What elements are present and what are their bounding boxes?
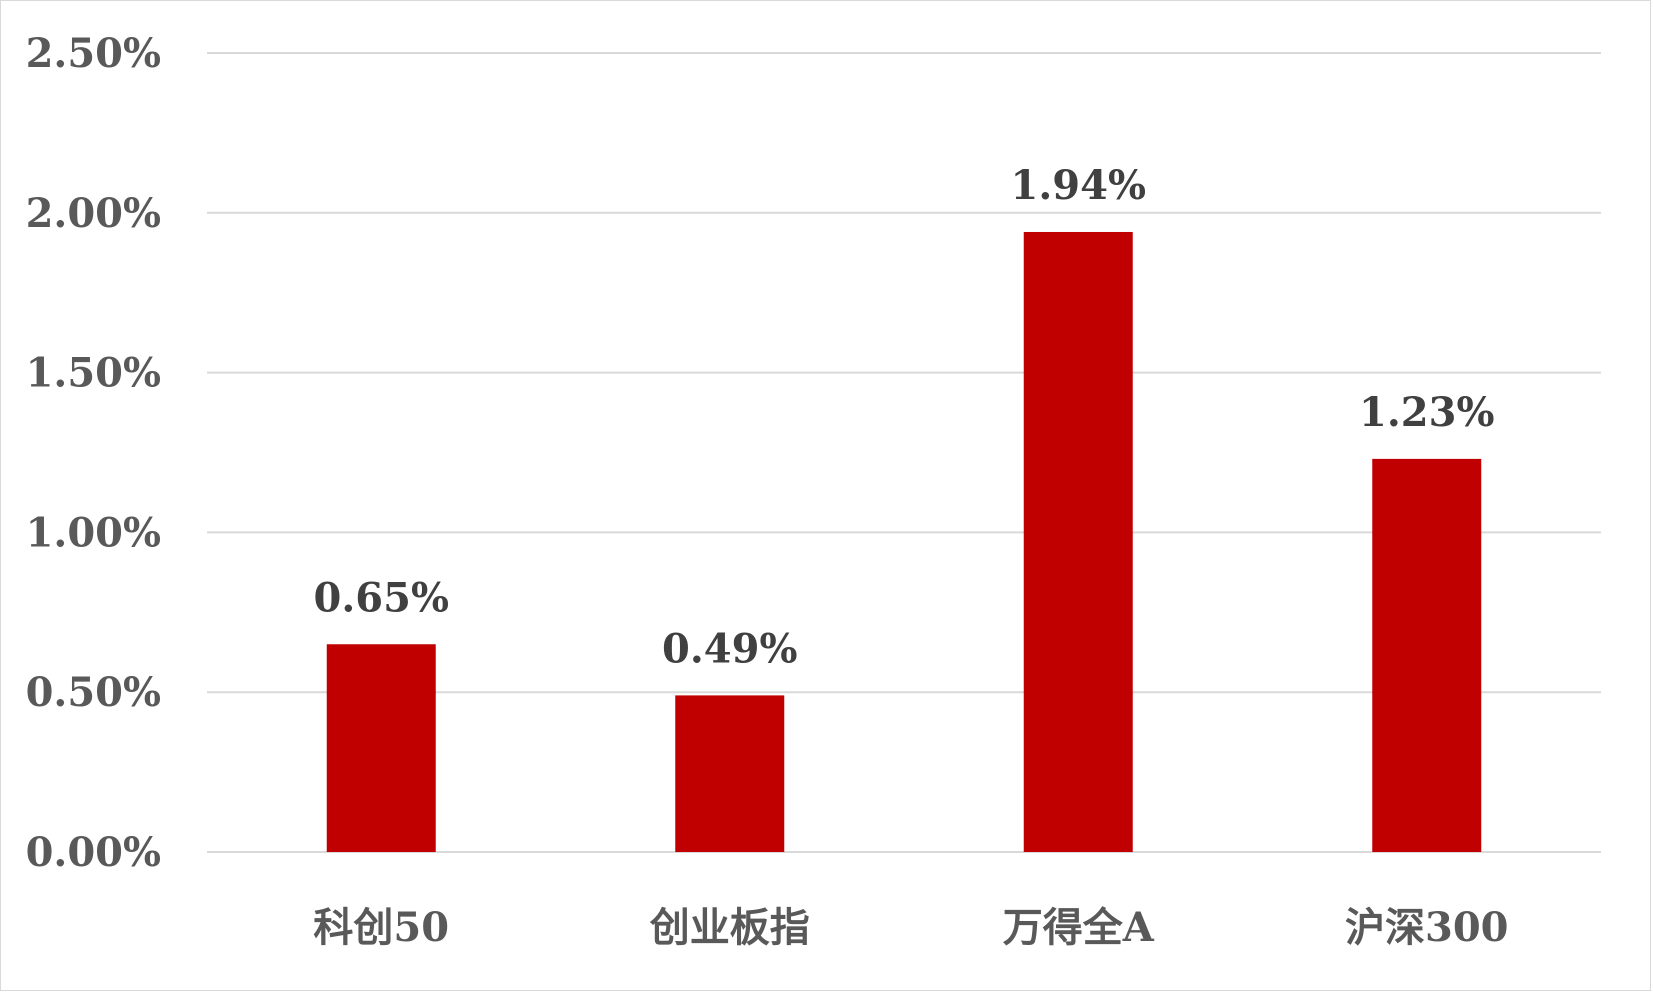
y-tick-label-0: 0.00% [26, 829, 161, 876]
y-tick-label-5: 2.50% [26, 30, 161, 77]
data-label-1: 0.49% [662, 625, 797, 672]
data-label-0: 0.65% [314, 574, 449, 621]
bar-2 [1023, 231, 1133, 852]
x-category-label-2: 万得全A [1003, 904, 1155, 951]
y-tick-label-2: 1.00% [26, 509, 161, 556]
x-category-label-3: 沪深300 [1345, 904, 1509, 951]
x-category-label-0: 科创50 [313, 904, 449, 951]
data-label-3: 1.23% [1359, 389, 1494, 436]
bar-0 [326, 644, 436, 852]
data-label-2: 1.94% [1011, 162, 1146, 209]
y-tick-label-4: 2.00% [26, 190, 161, 237]
y-tick-label-3: 1.50% [26, 350, 161, 397]
x-category-label-1: 创业板指 [650, 904, 810, 951]
bar-1 [675, 695, 785, 852]
bar-3 [1372, 458, 1482, 852]
y-tick-label-1: 0.50% [26, 669, 161, 716]
